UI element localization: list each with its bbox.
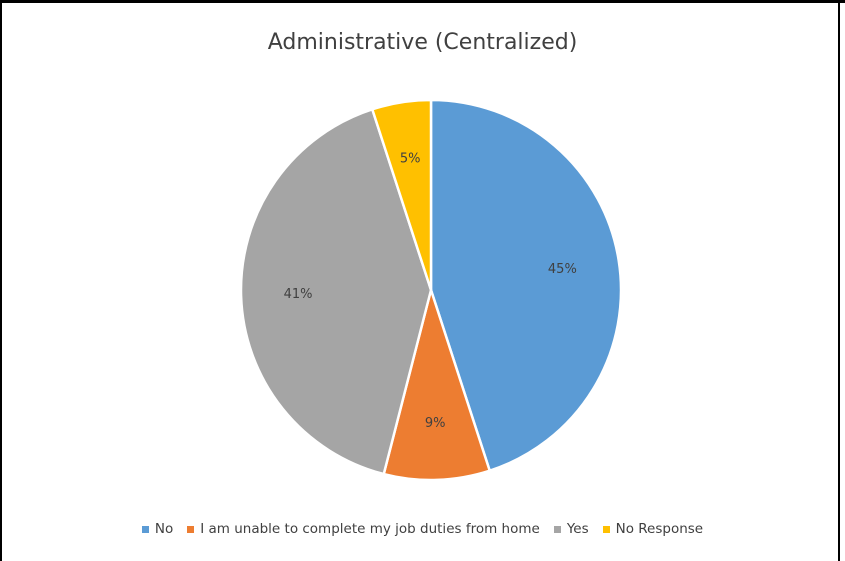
slice-data-label-3: 5% (400, 152, 421, 167)
legend-swatch-2 (553, 525, 561, 533)
pie-slice-1 (382, 288, 491, 482)
chart-title: Administrative (Centralized) (267, 30, 578, 55)
legend-swatch-1 (187, 525, 195, 533)
frame-border-left (0, 0, 2, 561)
legend-label-1: I am unable to complete my job duties fr… (200, 521, 540, 537)
legend-label-0: No (154, 521, 174, 537)
legend-label-3: No Response (615, 521, 704, 537)
pie-slice-0 (429, 98, 623, 472)
pie-slice-2 (239, 108, 433, 476)
pie-slice-3 (371, 98, 433, 292)
legend-item-1: I am unable to complete my job duties fr… (187, 521, 540, 537)
legend-swatch-3 (602, 525, 610, 533)
slice-data-label-0: 45% (548, 262, 577, 277)
legend-item-3: No Response (602, 521, 704, 537)
slice-data-label-1: 9% (425, 416, 446, 431)
chart-legend: No I am unable to complete my job duties … (0, 521, 845, 537)
frame-border-top (0, 0, 845, 3)
legend-item-2: Yes (553, 521, 589, 537)
legend-label-2: Yes (566, 521, 589, 537)
legend-item-0: No (141, 521, 174, 537)
slice-data-label-2: 41% (284, 287, 313, 302)
legend-swatch-0 (141, 525, 149, 533)
frame-border-right (838, 0, 840, 561)
